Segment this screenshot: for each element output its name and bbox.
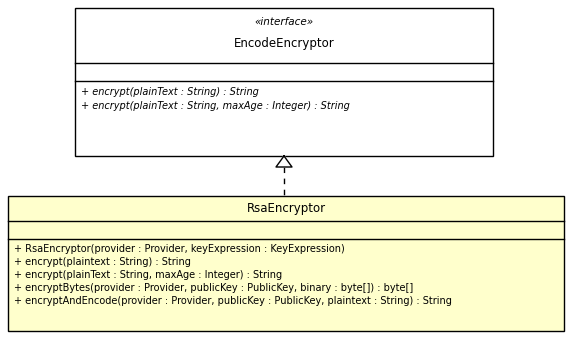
Text: + encrypt(plaintext : String) : String: + encrypt(plaintext : String) : String (14, 257, 191, 267)
Text: «interface»: «interface» (254, 17, 313, 27)
Text: + encrypt(plainText : String, maxAge : Integer) : String: + encrypt(plainText : String, maxAge : I… (14, 270, 282, 280)
Text: EncodeEncryptor: EncodeEncryptor (234, 38, 335, 51)
Text: RsaEncryptor: RsaEncryptor (246, 202, 325, 215)
Bar (8, 196, 564, 331)
Bar (75, 8, 493, 156)
Text: + encrypt(plainText : String, maxAge : Integer) : String: + encrypt(plainText : String, maxAge : I… (81, 101, 350, 111)
Text: + RsaEncryptor(provider : Provider, keyExpression : KeyExpression): + RsaEncryptor(provider : Provider, keyE… (14, 244, 345, 254)
Text: + encrypt(plainText : String) : String: + encrypt(plainText : String) : String (81, 87, 259, 97)
Text: + encryptBytes(provider : Provider, publicKey : PublicKey, binary : byte[]) : by: + encryptBytes(provider : Provider, publ… (14, 283, 413, 293)
Polygon shape (276, 156, 292, 167)
Text: + encryptAndEncode(provider : Provider, publicKey : PublicKey, plaintext : Strin: + encryptAndEncode(provider : Provider, … (14, 296, 452, 306)
